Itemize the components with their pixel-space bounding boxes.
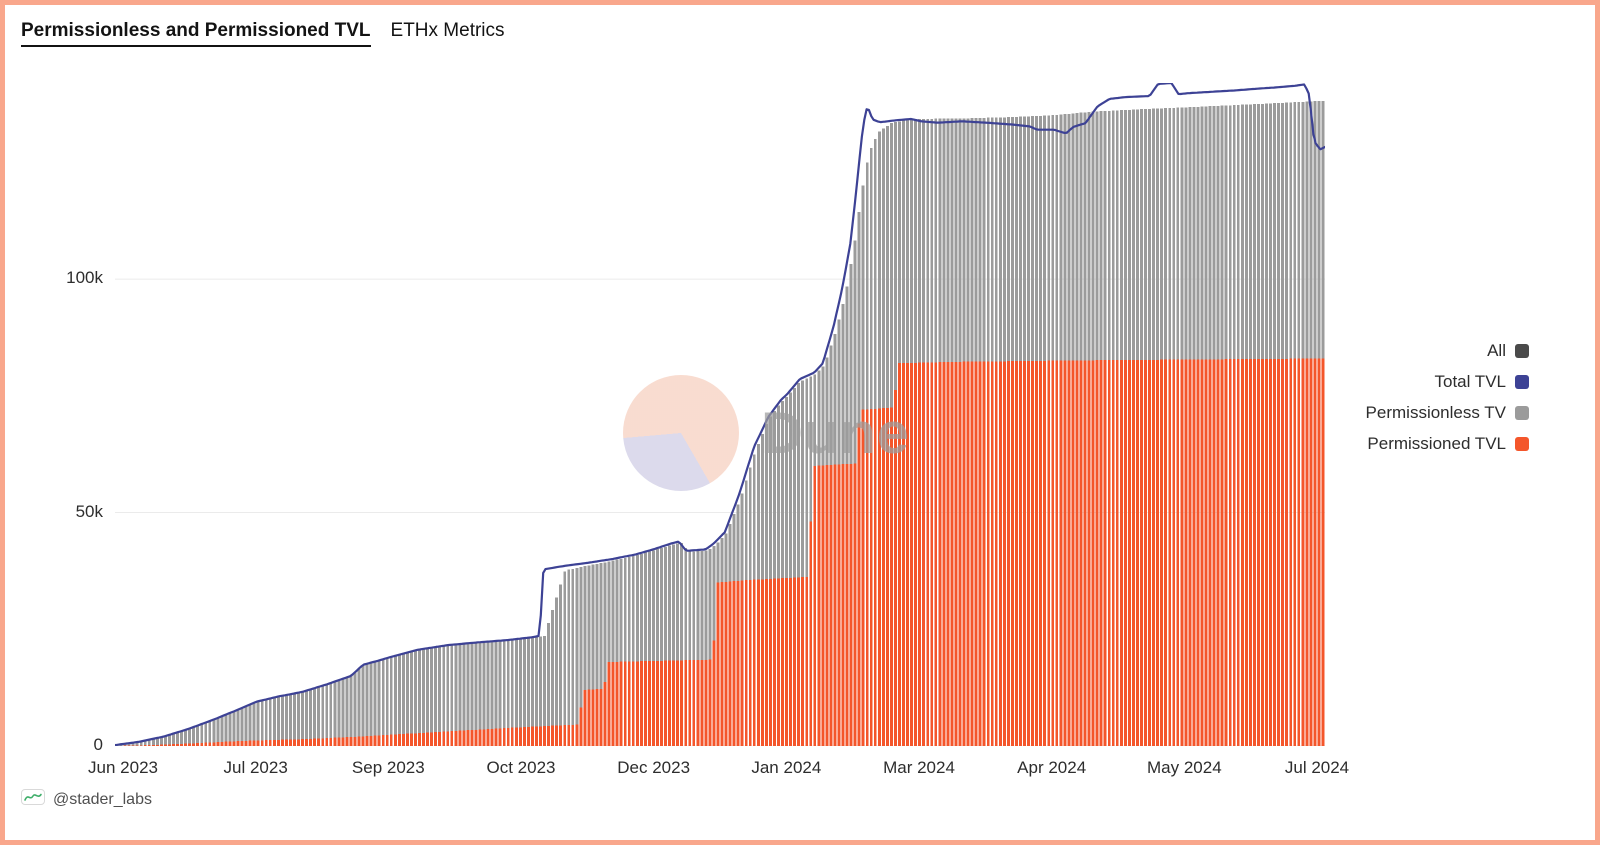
legend-label: Permissionless TV	[1365, 403, 1506, 422]
x-tick-label: Jan 2024	[751, 758, 822, 777]
legend-swatch	[1515, 437, 1529, 451]
y-axis: 0 50k 100k	[39, 83, 103, 754]
page-header: Permissionless and Permissioned TVL ETHx…	[21, 20, 505, 47]
footer: @stader_labs	[21, 789, 152, 810]
legend-swatch	[1515, 375, 1529, 389]
attribution: @stader_labs	[53, 790, 152, 808]
legend-item-all[interactable]: All	[1487, 341, 1529, 361]
legend-swatch	[1515, 344, 1529, 358]
x-tick-label: Jul 2023	[223, 758, 288, 777]
x-tick-label: Jul 2024	[1284, 758, 1350, 777]
x-tick-label: Sep 2023	[351, 758, 425, 777]
legend-label: Total TVL	[1434, 372, 1506, 391]
x-tick-label: Apr 2024	[1017, 758, 1087, 777]
x-tick-label: Oct 2023	[486, 758, 556, 777]
stader-logo-icon	[21, 789, 45, 810]
legend: All Total TVL Permissionless TV Permissione…	[1366, 341, 1529, 454]
y-tick-label: 50k	[75, 501, 103, 521]
y-tick-label: 0	[93, 735, 103, 754]
chart-title: Permissionless and Permissioned TVL	[21, 20, 371, 47]
legend-label: Permissioned TVL	[1367, 434, 1506, 453]
total-tvl-line	[115, 83, 1325, 746]
x-tick-label: Dec 2023	[617, 758, 691, 777]
y-tick-label: 100k	[66, 268, 103, 288]
x-axis: Jun 2023 Jul 2023 Sep 2023 Oct 2023 Dec 2023…	[88, 758, 1349, 782]
x-tick-label: May 2024	[1146, 758, 1222, 777]
x-tick-label: Mar 2024	[883, 758, 955, 777]
bars-layer	[115, 100, 1325, 746]
legend-item-total-tvl[interactable]: Total TVL	[1434, 372, 1529, 392]
legend-item-permissionless-tv[interactable]: Permissionless TV	[1366, 403, 1529, 423]
x-tick-label: Jun 2023	[88, 758, 158, 777]
legend-label: All	[1487, 341, 1506, 360]
chart-subtitle: ETHx Metrics	[390, 20, 505, 41]
chart-plot[interactable]	[115, 83, 1325, 746]
legend-swatch	[1515, 406, 1529, 420]
legend-item-permissioned-tvl[interactable]: Permissioned TVL	[1367, 434, 1529, 454]
grid-lines	[115, 278, 1325, 746]
